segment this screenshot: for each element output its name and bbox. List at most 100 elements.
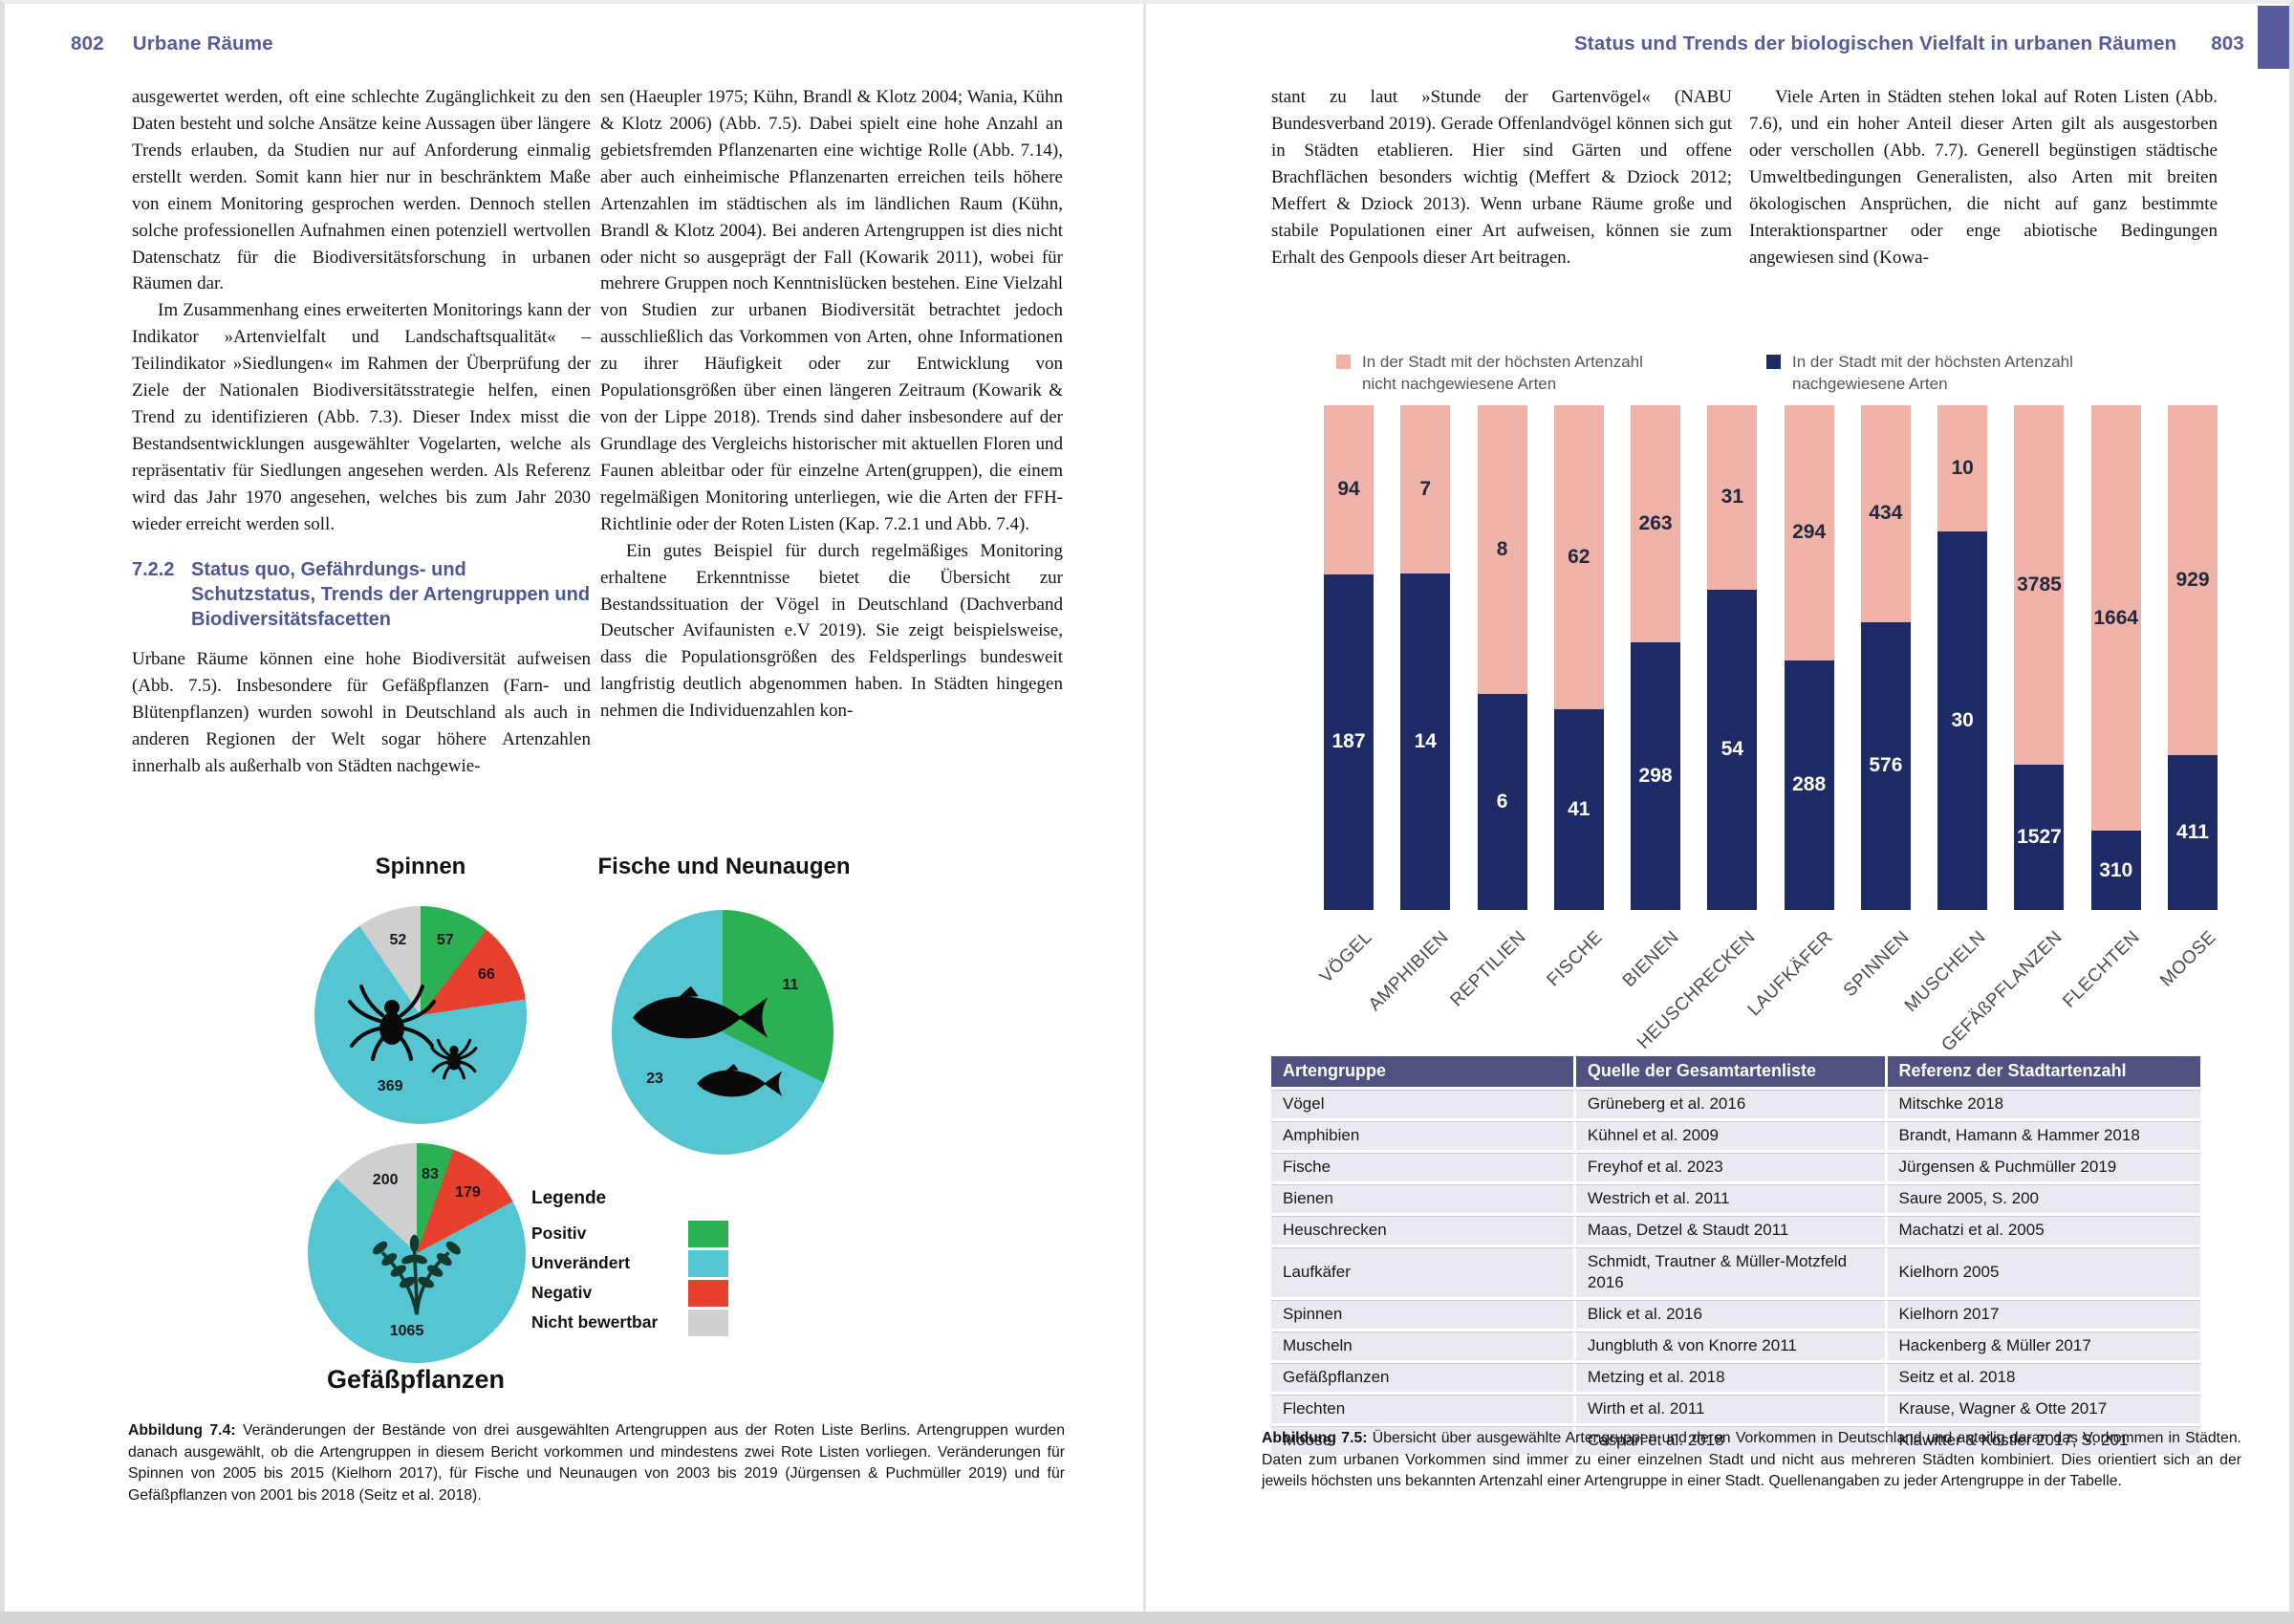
table-header-cell: Referenz der Stadtartenzahl (1884, 1056, 2200, 1087)
bar-segment-navy: 41 (1553, 708, 1604, 910)
pie-value-label: 11 (782, 977, 799, 994)
bar-legend-item-nicht-nachgewiesen: In der Stadt mit der höchsten Artenzahl n… (1336, 352, 1643, 395)
paragraph: Urbane Räume können eine hohe Biodiversi… (132, 648, 591, 776)
bar-value-label: 7 (1419, 478, 1432, 500)
table-cell: Saure 2005, S. 200 (1884, 1184, 2200, 1213)
paragraph: ausgewertet werden, oft eine schlechte Z… (132, 87, 591, 294)
stacked-bar: 263 298 (1631, 405, 1681, 910)
bar-value-label: 6 (1496, 790, 1508, 812)
stacked-bar: 3785 1527 (2014, 405, 2065, 910)
running-header-left: 802 Urbane Räume (71, 32, 273, 55)
paragraph: Im Zusammenhang eines erweiterten Monito… (132, 300, 591, 534)
spider-icon (348, 985, 437, 1062)
bar-value-label: 298 (1638, 764, 1673, 787)
bar-legend-item-nachgewiesen: In der Stadt mit der höchsten Artenzahl n… (1766, 352, 2073, 395)
bar-segment-navy: 187 (1324, 574, 1374, 910)
chapter-tab (2258, 6, 2294, 69)
table-cell: Seitz et al. 2018 (1884, 1363, 2200, 1392)
table-cell: Hackenberg & Müller 2017 (1884, 1332, 2200, 1360)
legend-swatch-navy (1766, 355, 1781, 369)
pie-title-gefaesspflanzen: Gefäßpflanzen (326, 1365, 506, 1394)
legend-line: In der Stadt mit der höchsten Artenzahl (1792, 353, 2073, 371)
running-header-right: Status und Trends der biologischen Vielf… (1434, 32, 2244, 55)
table-cell: Bienen (1271, 1184, 1573, 1213)
table-row: Vögel Grüneberg et al. 2016 Mitschke 2018 (1271, 1090, 2200, 1118)
page-803: Status und Trends der biologischen Vielf… (1147, 0, 2294, 1624)
bar-value-label: 434 (1869, 502, 1903, 525)
table-cell: Fische (1271, 1153, 1573, 1181)
legend-swatch (688, 1309, 728, 1336)
table-cell: Laufkäfer (1271, 1247, 1573, 1297)
bar-segment-navy: 411 (2168, 755, 2218, 910)
table-cell: Klawitter & Köstler 2017, S. 201 (1884, 1426, 2200, 1455)
pie-value-label: 23 (646, 1070, 663, 1087)
table-cell: Jürgensen & Puchmüller 2019 (1884, 1153, 2200, 1181)
pie-chart-fische: 11 23 (612, 910, 833, 1155)
bar-value-label: 263 (1638, 511, 1673, 534)
stacked-bar: 434 576 (1860, 405, 1911, 910)
legend-line: nicht nachgewiesene Arten (1362, 374, 1557, 393)
pie-title-spinnen: Spinnen (375, 854, 466, 879)
bar-segment-pink: 94 (1324, 405, 1374, 574)
table-cell: Metzing et al. 2018 (1572, 1363, 1885, 1392)
caption-text: Übersicht über ausgewählte Artengruppen … (1262, 1430, 2241, 1490)
bar-segment-pink: 7 (1400, 405, 1451, 574)
table-cell: Blick et al. 2016 (1572, 1300, 1885, 1329)
bar-value-label: 411 (2176, 821, 2209, 844)
pie-value-label: 57 (436, 932, 454, 949)
table-row: Moose Caspari et al. 2018 Klawitter & Köst… (1271, 1426, 2200, 1455)
table-cell: Krause, Wagner & Otte 2017 (1884, 1395, 2200, 1423)
legend-text: In der Stadt mit der höchsten Artenzahl n… (1362, 352, 1643, 395)
table-cell: Grüneberg et al. 2016 (1572, 1090, 1885, 1118)
caption-text: Veränderungen der Bestände von drei ausg… (128, 1422, 1065, 1504)
bar-segment-pink: 62 (1553, 405, 1604, 709)
figure-caption-7-4: Abbildung 7.4: Veränderungen der Beständ… (128, 1420, 1065, 1506)
legend-text: In der Stadt mit der höchsten Artenzahl n… (1792, 352, 2073, 395)
table-cell: Mitschke 2018 (1884, 1090, 2200, 1118)
running-title: Urbane Räume (132, 32, 273, 54)
text-column-1: ausgewertet werden, oft eine schlechte Z… (132, 84, 591, 779)
pie-chart-spinnen: 57 66 369 52 (314, 906, 527, 1124)
page-number: 803 (2211, 32, 2244, 54)
bar-segment-pink: 929 (2168, 405, 2218, 756)
bar-value-label: 41 (1568, 797, 1591, 820)
bar-value-label: 8 (1496, 537, 1508, 560)
bar-value-label: 187 (1331, 730, 1366, 753)
bar-value-label: 62 (1568, 545, 1591, 568)
pie-value-label: 83 (422, 1166, 439, 1183)
table-cell: Brandt, Hamann & Hammer 2018 (1884, 1121, 2200, 1150)
pie-legend: Legende Positiv Unverändert Negativ Nicht be… (531, 1188, 728, 1337)
bar-segment-navy: 310 (2090, 831, 2141, 910)
spider-icon (430, 1038, 478, 1080)
pie-chart-gefaesspflanzen: 83 179 1065 200 (308, 1143, 526, 1363)
bar-segment-pink: 263 (1631, 405, 1681, 642)
stacked-bar: 31 54 (1707, 405, 1758, 910)
page-802: 802 Urbane Räume ausgewertet werden, oft… (71, 32, 1065, 1506)
table-row: Muscheln Jungbluth & von Knorre 2011 Hacke… (1271, 1332, 2200, 1360)
table-row: Flechten Wirth et al. 2011 Krause, Wagner … (1271, 1395, 2200, 1423)
table-cell: Caspari et al. 2018 (1572, 1426, 1885, 1455)
stacked-bar: 294 288 (1784, 405, 1834, 910)
bar-segment-pink: 3785 (2014, 405, 2065, 766)
table-cell: Kielhorn 2017 (1884, 1300, 2200, 1329)
table-cell: Kielhorn 2005 (1884, 1247, 2200, 1297)
bar-segment-navy: 6 (1477, 693, 1527, 910)
text-column-2: sen (Haeupler 1975; Kühn, Brandl & Klotz… (600, 84, 1063, 725)
fish-icon (697, 1063, 783, 1097)
table-cell: Freyhof et al. 2023 (1572, 1153, 1885, 1181)
bar-segment-navy: 14 (1400, 574, 1451, 910)
paragraph: Ein gutes Beispiel für durch regelmäßige… (600, 540, 1063, 722)
bar-segment-pink: 434 (1860, 405, 1911, 622)
bar-segment-pink: 1664 (2090, 405, 2141, 832)
fish-icon (633, 985, 768, 1039)
stacked-bar: 10 30 (1937, 405, 1988, 910)
bar-segment-navy: 288 (1784, 660, 1834, 910)
table-row: Bienen Westrich et al. 2011 Saure 2005, S.… (1271, 1184, 2200, 1213)
table-cell: Wirth et al. 2011 (1572, 1395, 1885, 1423)
bar-value-label: 1527 (2017, 826, 2062, 849)
table-row: Amphibien Kühnel et al. 2009 Brandt, Haman… (1271, 1121, 2200, 1150)
caption-label: Abbildung 7.5: (1262, 1430, 1368, 1446)
text-column-1: stant zu laut »Stunde der Gartenvögel« (… (1271, 84, 1732, 271)
figure-caption-7-5: Abbildung 7.5: Übersicht über ausgewählt… (1262, 1428, 2241, 1493)
